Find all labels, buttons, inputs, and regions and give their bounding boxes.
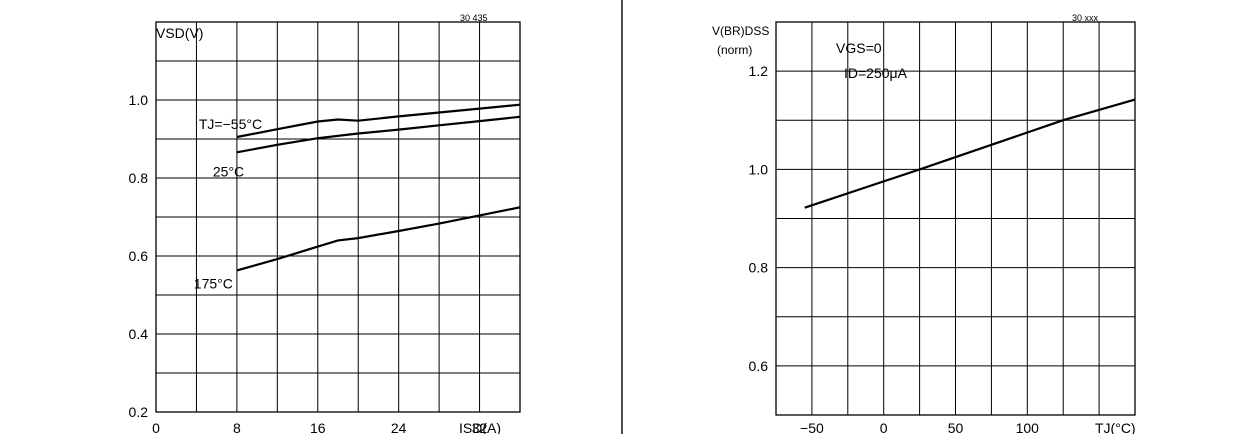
x-tick-label: 32 bbox=[472, 420, 488, 434]
y-tick-label: 0.6 bbox=[129, 248, 149, 264]
series-line bbox=[236, 115, 521, 154]
series-line bbox=[236, 206, 521, 272]
series-label: 25°C bbox=[213, 163, 244, 179]
y-tick-label: 0.8 bbox=[129, 170, 149, 186]
y-tick-label: 0.4 bbox=[129, 326, 149, 342]
chart-vsd-vs-isd: VSD(V) 30 435 ISD(A) 0.2 0.4 0.6 0.8 1.0 0 8 1… bbox=[129, 13, 521, 434]
y-axis-label: VSD(V) bbox=[156, 25, 203, 41]
x-tick-label: 24 bbox=[391, 420, 407, 434]
x-tick-label: −50 bbox=[800, 420, 824, 434]
y-axis-label-norm: (norm) bbox=[717, 43, 752, 57]
y-tick-label: 0.2 bbox=[129, 404, 149, 420]
y-axis-label: V(BR)DSS bbox=[712, 24, 769, 38]
x-tick-label: 50 bbox=[948, 420, 964, 434]
x-tick-label: 0 bbox=[152, 420, 160, 434]
figure-reference-tag: 30 xxx bbox=[1072, 13, 1099, 23]
chart-vbrdss-vs-tj: V(BR)DSS (norm) 30 xxx VGS=0 ID=250μA TJ… bbox=[712, 13, 1136, 434]
y-tick-label: 0.8 bbox=[749, 260, 769, 276]
condition-vgs: VGS=0 bbox=[836, 40, 882, 56]
x-tick-label: 8 bbox=[233, 420, 241, 434]
x-tick-label: 16 bbox=[310, 420, 326, 434]
series-label: TJ=−55°C bbox=[199, 116, 262, 132]
series-line bbox=[804, 98, 1136, 209]
y-tick-label: 0.6 bbox=[749, 358, 769, 374]
x-tick-label: 0 bbox=[880, 420, 888, 434]
y-tick-label: 1.2 bbox=[749, 63, 769, 79]
figure-reference-tag: 30 435 bbox=[460, 13, 488, 23]
x-axis-label: ISD(A) bbox=[459, 420, 501, 434]
x-tick-label: 100 bbox=[1016, 420, 1040, 434]
x-axis-label: TJ(°C) bbox=[1095, 420, 1136, 434]
series-label: 175°C bbox=[194, 275, 233, 291]
y-tick-label: 1.0 bbox=[749, 161, 769, 177]
series-line bbox=[236, 103, 521, 139]
y-tick-label: 1.0 bbox=[129, 92, 149, 108]
condition-id: ID=250μA bbox=[844, 65, 908, 81]
